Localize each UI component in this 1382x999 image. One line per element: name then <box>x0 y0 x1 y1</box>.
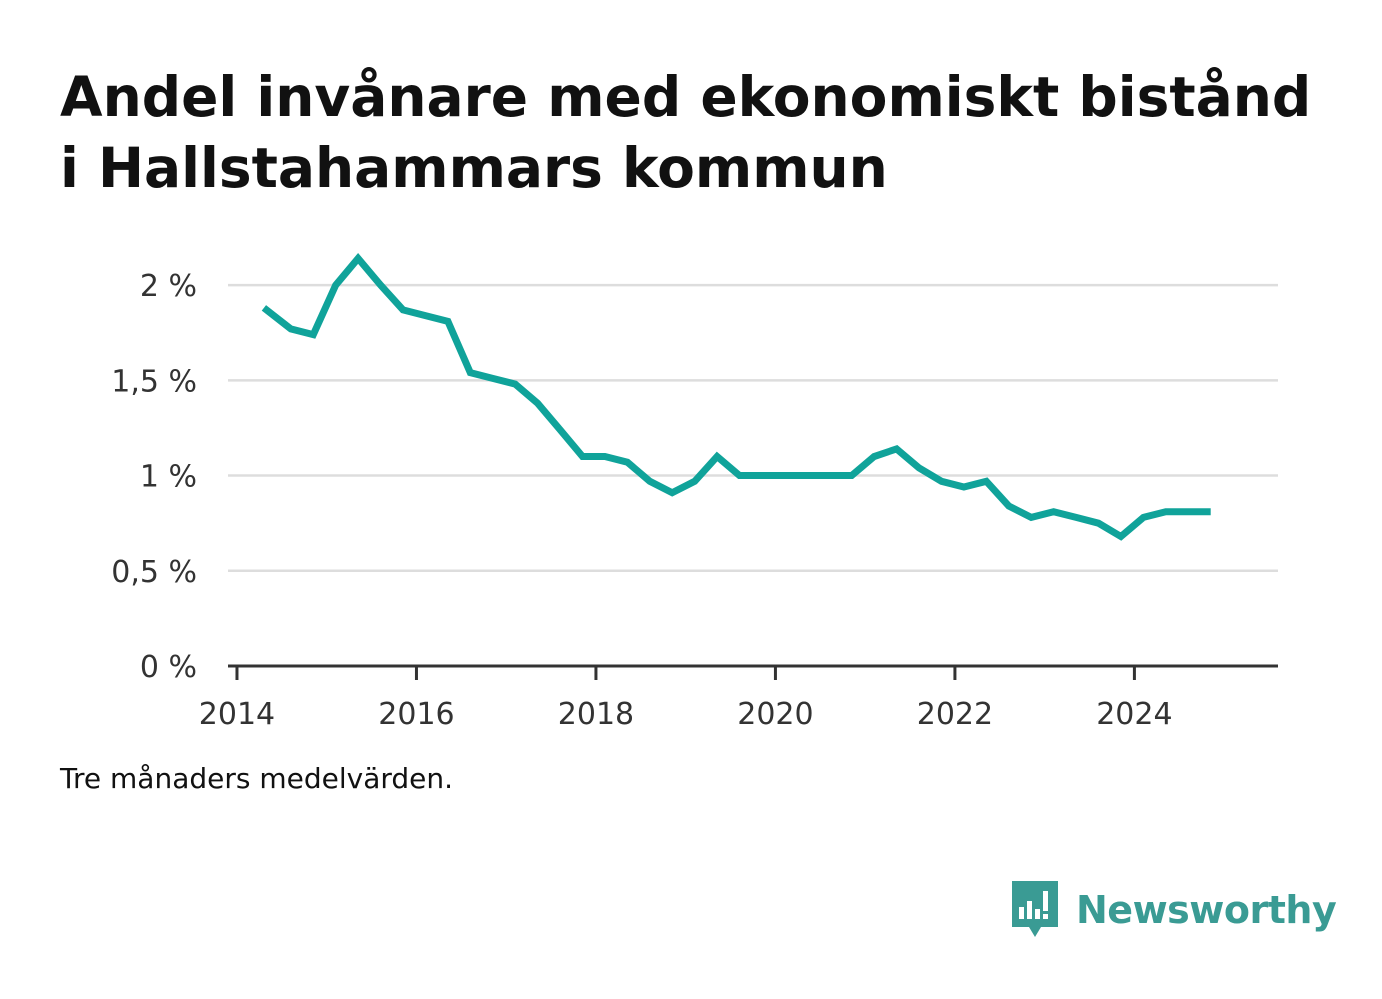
x-axis: 2014 2016 2018 2020 2022 2024 <box>199 664 1278 732</box>
brand-logo: Newsworthy <box>1008 878 1337 942</box>
y-tick-label: 1,5 % <box>111 364 197 399</box>
gridlines <box>228 283 1278 573</box>
y-tick-label: 0 % <box>140 650 197 685</box>
x-tick-label: 2020 <box>737 697 813 732</box>
bar-chart-speech-bubble-icon <box>1012 881 1058 937</box>
series-line <box>261 252 1211 541</box>
chart-footnote: Tre månaders medelvärden. <box>60 762 454 795</box>
brand-name: Newsworthy <box>1076 888 1337 932</box>
chart-title: Andel invånare med ekonomiskt bistånd i … <box>60 65 1312 200</box>
x-tick-label: 2018 <box>558 697 634 732</box>
y-tick-label: 1 % <box>140 460 197 495</box>
x-tick-label: 2016 <box>378 697 454 732</box>
y-axis-tick-labels: 0 % 0,5 % 1 % 1,5 % 2 % <box>111 269 197 685</box>
x-tick-label: 2024 <box>1096 697 1172 732</box>
series-layer <box>261 252 1211 541</box>
x-tick-label: 2022 <box>917 697 993 732</box>
x-tick-label: 2014 <box>199 697 275 732</box>
y-tick-label: 2 % <box>140 269 197 304</box>
y-tick-label: 0,5 % <box>111 555 197 590</box>
